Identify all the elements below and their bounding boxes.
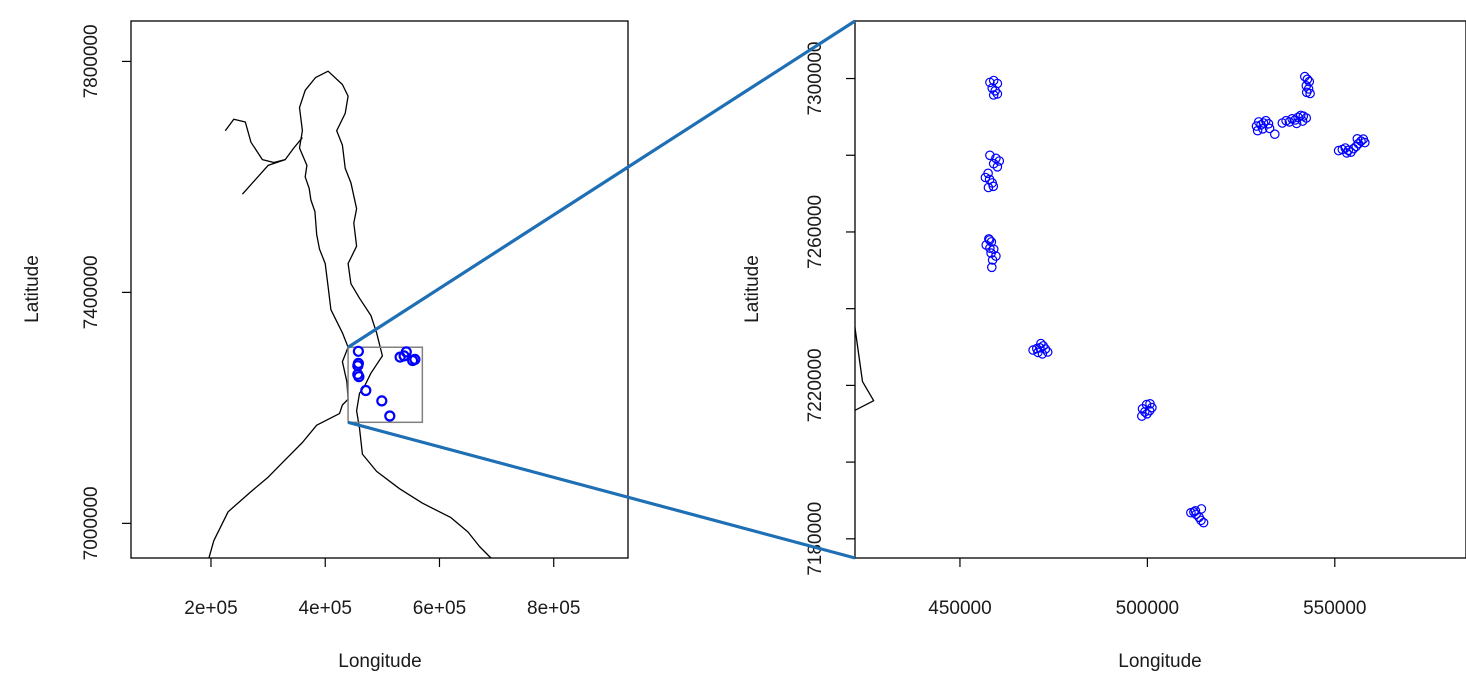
x-tick-label: 6e+05 <box>413 598 466 619</box>
data-point <box>409 353 421 365</box>
data-point <box>1343 145 1354 156</box>
data-point <box>1137 411 1147 421</box>
data-point <box>1142 408 1152 419</box>
data-point <box>986 262 997 273</box>
data-point <box>1196 504 1207 514</box>
zoom-connector-bottom <box>347 420 856 560</box>
zoom-connector-lines <box>347 19 856 560</box>
x-tick-label: 500000 <box>1116 598 1179 619</box>
x-tick-label: 8e+05 <box>527 598 580 619</box>
data-point <box>376 395 388 407</box>
map-boundary-line <box>241 137 303 195</box>
overview-map-panel: 2e+05 4e+05 6e+05 8e+05 7000000 7400000 780000… <box>22 20 629 672</box>
map-boundary-line <box>224 118 286 164</box>
data-point <box>987 83 997 93</box>
data-point <box>985 150 995 161</box>
data-point <box>992 89 1003 99</box>
y-axis-title: Latitude <box>22 255 43 323</box>
data-point <box>1351 141 1361 152</box>
data-point <box>1302 74 1313 85</box>
data-point <box>1305 88 1315 99</box>
data-point <box>1258 124 1268 134</box>
data-point <box>1342 148 1352 158</box>
data-point <box>1348 143 1359 154</box>
y-tick-label: 7180000 <box>805 502 826 576</box>
data-point <box>1284 117 1295 127</box>
map-boundary-line <box>855 319 875 412</box>
data-point <box>1261 115 1271 126</box>
inset-region-box <box>347 346 424 424</box>
data-point <box>1145 398 1155 409</box>
data-point <box>992 162 1003 172</box>
data-point <box>988 181 999 192</box>
data-point <box>1298 111 1309 121</box>
data-point <box>1144 405 1155 416</box>
x-axis-title: Longitude <box>1118 651 1201 672</box>
data-point <box>983 182 994 193</box>
plot-area <box>208 70 494 558</box>
data-point <box>352 345 364 357</box>
data-point <box>1191 509 1201 520</box>
data-point <box>1141 399 1152 410</box>
data-point <box>1198 517 1209 528</box>
x-tick-label: 4e+05 <box>299 598 352 619</box>
data-point <box>1033 347 1043 358</box>
data-point <box>1042 347 1053 357</box>
data-point <box>1037 349 1048 359</box>
x-tick-label: 550000 <box>1303 598 1366 619</box>
y-tick-label: 7220000 <box>805 348 826 422</box>
data-point <box>1252 125 1263 136</box>
data-point <box>986 248 996 258</box>
plot-frame <box>854 20 1466 559</box>
y-tick-label: 7260000 <box>805 195 826 269</box>
data-point <box>353 371 365 383</box>
data-point <box>988 90 999 100</box>
data-point <box>1360 137 1370 148</box>
zoom-connector-top <box>347 19 856 349</box>
data-point <box>987 255 998 265</box>
y-tick-label: 7400000 <box>81 255 102 329</box>
data-point <box>984 235 995 245</box>
data-point <box>994 156 1005 166</box>
data-point <box>1190 505 1201 516</box>
data-point <box>1263 119 1274 129</box>
plot-frame <box>130 20 629 559</box>
data-point <box>1036 338 1046 349</box>
data-point <box>1264 123 1275 134</box>
plot-area <box>855 71 1370 528</box>
data-point <box>1297 116 1308 126</box>
data-point <box>1301 81 1312 91</box>
data-point <box>1258 118 1269 128</box>
y-tick-label: 7800000 <box>81 24 102 98</box>
y-tick-label: 7000000 <box>81 486 102 560</box>
data-point <box>400 346 412 358</box>
data-point <box>1352 134 1363 144</box>
x-axis-title: Longitude <box>338 651 421 672</box>
data-point <box>1270 129 1280 139</box>
data-point <box>983 234 994 244</box>
x-tick-label: 450000 <box>928 598 991 619</box>
x-tick-label: 2e+05 <box>184 598 237 619</box>
data-point <box>384 410 396 422</box>
data-point <box>990 86 1000 96</box>
y-axis-title: Latitude <box>742 255 763 323</box>
zoom-inset-panel: 450000 500000 550000 7180000 7220000 7260000 7… <box>742 20 1466 672</box>
y-tick-label: 7300000 <box>805 42 826 116</box>
data-point <box>360 384 372 397</box>
data-point <box>1196 515 1206 526</box>
data-point <box>1291 118 1302 129</box>
